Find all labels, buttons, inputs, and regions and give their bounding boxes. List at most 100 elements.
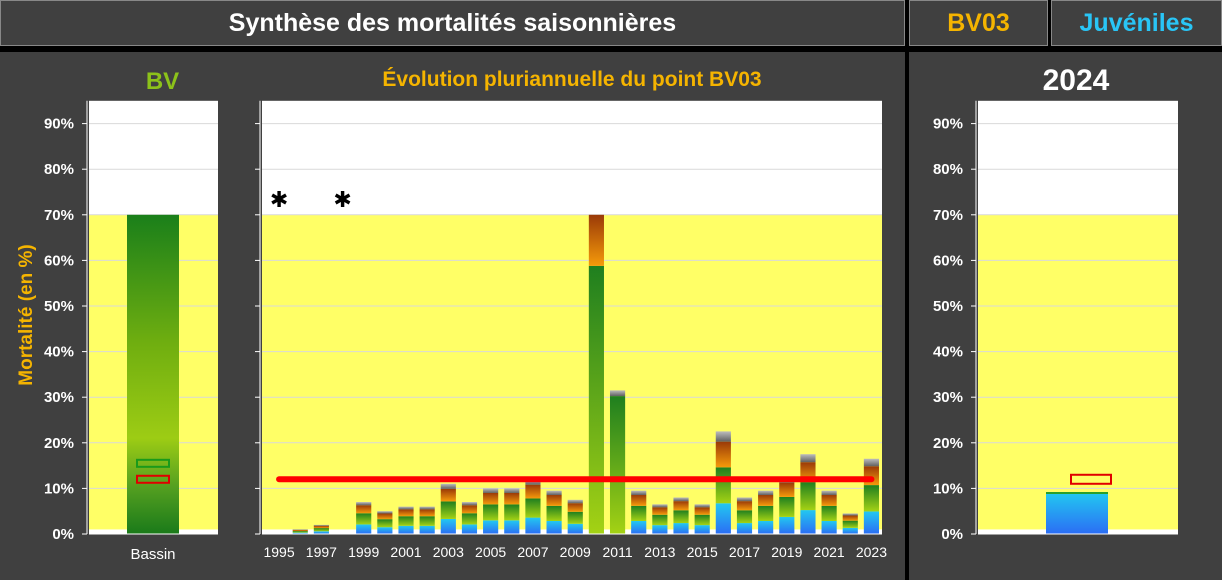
evo-bar-2009 xyxy=(567,499,583,504)
bv-y-tick-label: 80% xyxy=(44,161,74,178)
evo-bar-2014 xyxy=(673,501,689,511)
evo-bar-2006 xyxy=(504,520,520,534)
evo-x-tick-label: 1997 xyxy=(306,544,337,560)
evo-bar-2007 xyxy=(525,517,541,534)
bv-y-tick-label: 60% xyxy=(44,252,74,269)
evo-bar-2013 xyxy=(652,514,668,526)
evo-bar-2017 xyxy=(736,510,753,524)
evo-bar-2013 xyxy=(652,504,668,508)
header-stage: Juvéniles xyxy=(1051,0,1222,46)
yr-y-tick-label: 80% xyxy=(933,161,963,178)
evo-bar-2000 xyxy=(377,511,393,514)
evo-bar-2006 xyxy=(504,488,520,493)
evo-bar-1997 xyxy=(313,525,329,529)
evo-bar-2014 xyxy=(673,510,689,524)
evo-x-tick-label: 2017 xyxy=(729,544,760,560)
yr-bar xyxy=(1046,492,1108,534)
yr-y-tick-label: 20% xyxy=(933,435,963,452)
evo-bar-1996 xyxy=(292,531,308,533)
evo-bar-2005 xyxy=(483,504,499,521)
evo-x-tick-label: 2003 xyxy=(433,544,464,560)
yr-marker-red xyxy=(1070,473,1112,485)
evo-x-tick-label: 2021 xyxy=(814,544,845,560)
yr-y-tick-label: 90% xyxy=(933,116,963,133)
evo-bar-2009 xyxy=(567,523,583,534)
bv-y-tick-label: 20% xyxy=(44,435,74,452)
evo-bar-2001 xyxy=(398,525,414,534)
evo-bar-2015 xyxy=(694,514,710,526)
yr-y-tick-label: 10% xyxy=(933,480,963,497)
evo-bar-2009 xyxy=(567,503,583,512)
evo-bar-2014 xyxy=(673,497,689,502)
evo-bar-2023 xyxy=(863,485,879,512)
evo-bar-2017 xyxy=(736,497,753,502)
bv-y-tick-label: 0% xyxy=(52,526,74,543)
evo-bar-2015 xyxy=(694,504,710,508)
bv-y-tick-label: 50% xyxy=(44,298,74,315)
evo-bar-2006 xyxy=(504,504,520,521)
evo-bar-2002 xyxy=(419,506,435,510)
evo-x-tick-label: 2015 xyxy=(687,544,718,560)
evo-bar-2017 xyxy=(736,523,753,534)
evo-bar-2000 xyxy=(377,519,393,528)
evo-missing-marker: ✱ xyxy=(333,187,351,212)
bv-x-tick-label: Bassin xyxy=(130,546,175,563)
evo-bar-2005 xyxy=(483,492,499,505)
evo-bar-2017 xyxy=(736,501,753,511)
evo-bar-1997 xyxy=(313,528,329,532)
evo-x-tick-label: 2001 xyxy=(390,544,421,560)
evo-bar-2008 xyxy=(546,521,562,534)
evo-x-tick-label: 2019 xyxy=(771,544,802,560)
evo-bar-2023 xyxy=(863,458,879,467)
evo-bar-2022 xyxy=(842,513,858,516)
evo-bar-2002 xyxy=(419,516,435,526)
evo-bar-2003 xyxy=(440,488,456,502)
evo-x-tick-label: 1995 xyxy=(263,544,294,560)
yr-y-tick-label: 50% xyxy=(933,298,963,315)
evo-bar-2020 xyxy=(800,454,816,463)
evo-bar-2006 xyxy=(504,492,520,505)
evo-bar-2021 xyxy=(821,505,837,522)
evo-bar-2019 xyxy=(779,496,795,517)
evo-bar-2005 xyxy=(483,520,499,534)
evo-bar-2004 xyxy=(461,505,478,514)
evo-bar-2014 xyxy=(673,523,689,534)
evo-bar-2002 xyxy=(419,525,435,534)
evo-bar-2008 xyxy=(546,495,562,506)
evo-bar-2005 xyxy=(483,488,499,493)
evo-bar-2016 xyxy=(715,503,731,534)
evo-bar-2000 xyxy=(377,513,393,520)
evo-bar-2016 xyxy=(715,431,731,442)
evo-bar-2016 xyxy=(715,441,731,468)
evo-bar-2021 xyxy=(821,521,837,534)
evo-bar-2012 xyxy=(631,505,647,522)
evo-bar-2002 xyxy=(419,509,435,517)
evo-bar-2020 xyxy=(800,482,816,511)
evo-bar-1999 xyxy=(356,513,372,525)
y-axis-title: Mortalité (en %) xyxy=(16,244,37,385)
evo-bar-2013 xyxy=(652,507,668,515)
evo-x-tick-label: 1999 xyxy=(348,544,379,560)
yr-yellow-zone xyxy=(978,214,1178,530)
evo-bar-2003 xyxy=(440,501,456,519)
evo-bar-2022 xyxy=(842,520,858,528)
evo-x-tick-label: 2011 xyxy=(603,544,633,560)
evo-bar-2012 xyxy=(631,521,647,534)
evo-x-tick-label: 2007 xyxy=(517,544,548,560)
evo-bar-2007 xyxy=(525,498,541,518)
evo-x-tick-label: 2013 xyxy=(644,544,675,560)
evo-bar-2001 xyxy=(398,509,414,517)
bv-marker-green xyxy=(136,458,170,468)
evo-bar-2001 xyxy=(398,506,414,510)
evo-bar-2009 xyxy=(567,511,583,524)
evo-bar-1999 xyxy=(356,505,372,514)
evo-bar-2001 xyxy=(398,516,414,526)
bv-y-tick-label: 90% xyxy=(44,116,74,133)
evo-bar-2018 xyxy=(758,505,774,522)
evo-bar-1996 xyxy=(292,532,308,534)
evo-bar-2003 xyxy=(440,483,456,489)
evo-bar-2010 xyxy=(588,265,604,534)
evo-bar-2020 xyxy=(800,510,816,534)
evo-bar-2010 xyxy=(588,214,604,266)
